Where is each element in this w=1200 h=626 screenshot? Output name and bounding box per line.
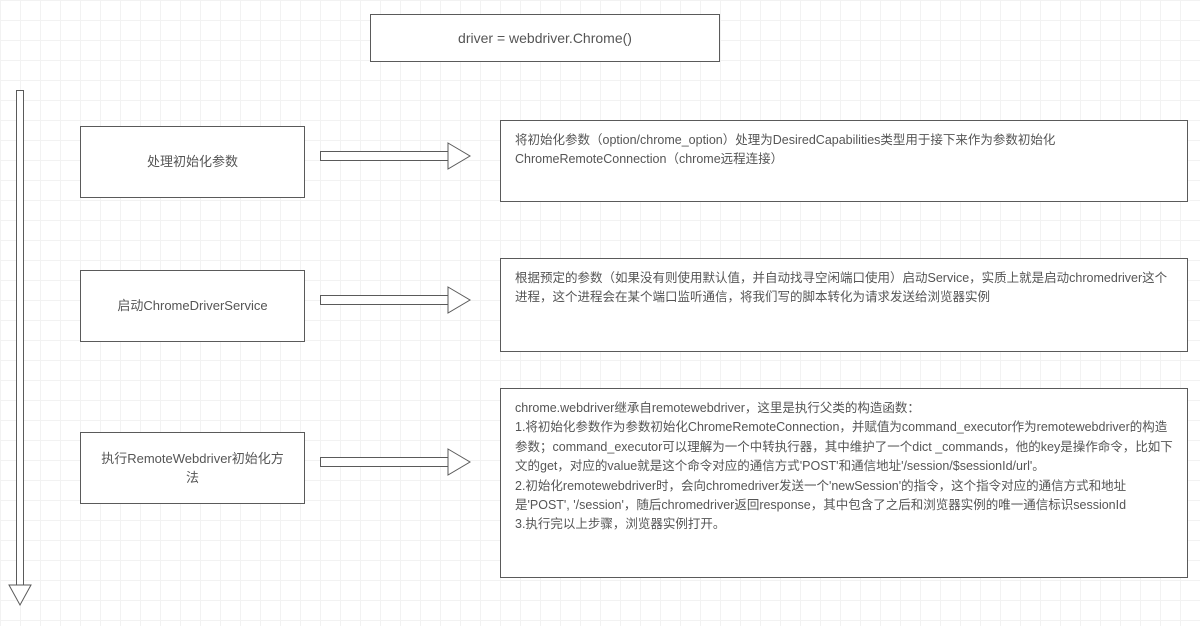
connector-arrow-2 <box>320 287 470 313</box>
step-label: 启动ChromeDriverService <box>117 296 267 316</box>
connector-arrow-3 <box>320 449 470 475</box>
connector-arrow-1 <box>320 143 470 169</box>
timeline-arrow <box>9 90 31 605</box>
step-label: 执行RemoteWebdriver初始化方法 <box>95 449 290 488</box>
step-box-2: 启动ChromeDriverService <box>80 270 305 342</box>
arrow-head <box>448 449 470 475</box>
arrow-shaft <box>320 457 448 467</box>
timeline-shaft <box>16 90 24 585</box>
desc-text: 根据预定的参数（如果没有则使用默认值，并自动找寻空闲端口使用）启动Service… <box>515 269 1173 308</box>
step-label: 处理初始化参数 <box>147 152 238 172</box>
arrow-head <box>448 143 470 169</box>
desc-text: 将初始化参数（option/chrome_option）处理为DesiredCa… <box>515 131 1173 170</box>
arrow-shaft <box>320 295 448 305</box>
desc-text: chrome.webdriver继承自remotewebdriver，这里是执行… <box>515 399 1173 535</box>
step-box-1: 处理初始化参数 <box>80 126 305 198</box>
timeline-arrowhead <box>9 585 31 605</box>
arrow-shaft <box>320 151 448 161</box>
title-text: driver = webdriver.Chrome() <box>458 30 632 46</box>
title-box: driver = webdriver.Chrome() <box>370 14 720 62</box>
desc-box-1: 将初始化参数（option/chrome_option）处理为DesiredCa… <box>500 120 1188 202</box>
desc-box-2: 根据预定的参数（如果没有则使用默认值，并自动找寻空闲端口使用）启动Service… <box>500 258 1188 352</box>
desc-box-3: chrome.webdriver继承自remotewebdriver，这里是执行… <box>500 388 1188 578</box>
arrow-head <box>448 287 470 313</box>
step-box-3: 执行RemoteWebdriver初始化方法 <box>80 432 305 504</box>
